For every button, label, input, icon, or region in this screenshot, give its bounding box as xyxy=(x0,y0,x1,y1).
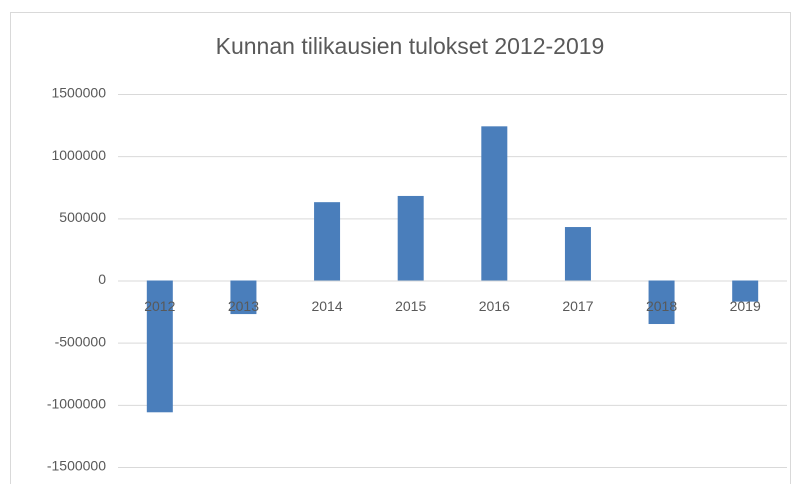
x-tick-label: 2016 xyxy=(479,298,510,314)
x-tick-label: 2015 xyxy=(395,298,426,314)
bar xyxy=(732,280,759,302)
bar xyxy=(564,227,591,281)
y-tick-label: -1500000 xyxy=(47,458,106,474)
x-tick-label: 2013 xyxy=(228,298,259,314)
y-tick-label: 1000000 xyxy=(51,147,106,163)
bar xyxy=(481,126,508,281)
bar xyxy=(397,195,424,281)
bar xyxy=(230,280,257,315)
bar xyxy=(146,280,173,413)
y-tick-label: -500000 xyxy=(55,333,107,349)
y-tick-label: 1500000 xyxy=(51,85,106,101)
x-tick-label: 2014 xyxy=(311,298,342,314)
y-tick-label: -1000000 xyxy=(47,396,106,412)
x-tick-label: 2017 xyxy=(562,298,593,314)
y-tick-label: 0 xyxy=(98,271,106,287)
x-tick-label: 2019 xyxy=(730,298,761,314)
bar xyxy=(314,202,341,281)
chart-title: Kunnan tilikausien tulokset 2012-2019 xyxy=(216,33,605,59)
x-tick-label: 2018 xyxy=(646,298,677,314)
bar xyxy=(648,280,675,325)
x-tick-label: 2012 xyxy=(144,298,175,314)
y-tick-label: 500000 xyxy=(59,209,106,225)
